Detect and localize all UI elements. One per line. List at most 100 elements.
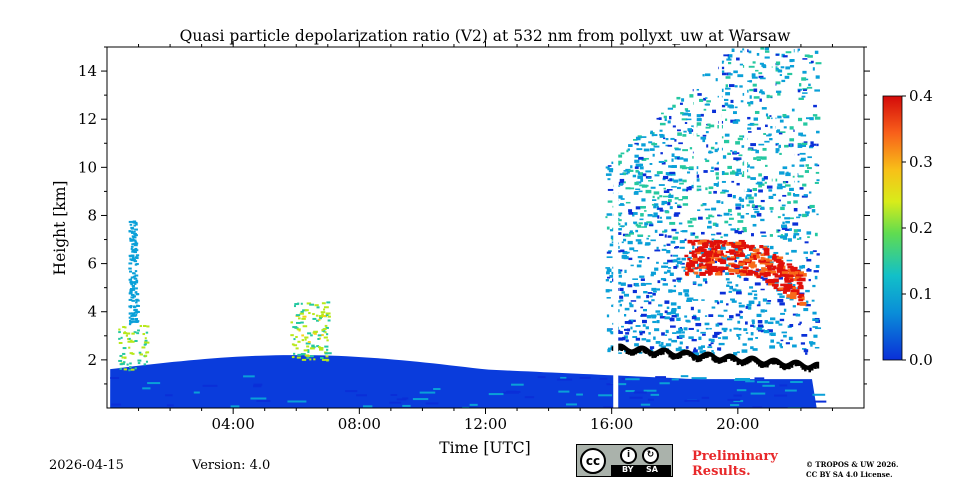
cloud-cell [746, 204, 750, 207]
cloud-cell [629, 319, 634, 323]
cloud-cell [784, 217, 791, 220]
morning-cell [290, 334, 294, 337]
cloud-cell [815, 75, 820, 79]
cloud-cell [635, 325, 641, 327]
plume-cell [134, 221, 138, 224]
dust-cell [727, 257, 734, 261]
cloud-cell [780, 185, 786, 188]
cloud-cell [606, 276, 611, 279]
plume-cell [132, 242, 136, 245]
morning-cell [293, 344, 298, 347]
cloud-cell [735, 203, 742, 207]
cloud-gap [693, 47, 697, 192]
dust-cell [696, 251, 701, 255]
cloud-cell [812, 284, 816, 288]
cloud-cell [742, 343, 747, 346]
cloud-cell [621, 291, 625, 294]
dust-cell [771, 279, 775, 284]
cloud-cell [681, 118, 688, 121]
dust-cell [764, 251, 770, 256]
cloud-cell [695, 114, 701, 118]
cloud-cell [802, 183, 807, 187]
cloud-cell [721, 189, 727, 192]
cloud-cell [680, 112, 684, 115]
cloud-cell [737, 320, 741, 324]
cloud-cell [670, 240, 676, 244]
cloud-cell [660, 277, 666, 281]
cloud-cell [724, 133, 730, 137]
cloud-cell [785, 51, 792, 54]
morning-cell [298, 317, 301, 320]
cloud-cell [752, 123, 759, 126]
plume-cell [134, 318, 138, 321]
cloud-cell [644, 210, 647, 212]
cloud-cell [662, 283, 668, 286]
cloud-cell [796, 216, 801, 219]
cloud-cell [610, 332, 615, 335]
cloud-cell [735, 206, 741, 210]
cloud-cell [682, 166, 688, 170]
dust-cell [700, 248, 707, 253]
cloud-cell [624, 234, 631, 237]
cloud-cell [805, 300, 809, 304]
cloud-cell [658, 344, 663, 347]
cloud-cell [642, 308, 647, 312]
cloud-cell [719, 291, 726, 295]
cloud-cell [712, 334, 718, 338]
plume-cell [131, 255, 135, 258]
cloud-cell [779, 343, 783, 347]
cloud-cell [782, 213, 785, 217]
dust-cell [742, 270, 748, 274]
morning-cell [323, 327, 327, 330]
cloud-cell [698, 268, 702, 272]
cloud-cell [703, 350, 706, 353]
dust-cell [796, 292, 800, 295]
bl-cell [655, 376, 666, 379]
cloud-cell [736, 172, 742, 175]
morning-cell [325, 314, 329, 317]
dust-cell [740, 241, 747, 245]
cloud-cell [800, 342, 806, 345]
dust-cell [694, 271, 699, 275]
plume-cell [128, 278, 132, 281]
cloud-cell [737, 220, 744, 223]
cloud-cell [721, 269, 725, 273]
cloud-cell [676, 330, 682, 334]
plume-cell [129, 288, 134, 291]
plume-cell [133, 244, 138, 247]
dust-cell [786, 263, 793, 266]
dust-cell [711, 268, 719, 273]
cloud-cell [661, 248, 667, 251]
dust-cell [759, 270, 766, 274]
cloud-cell [607, 289, 613, 292]
plume-cell [132, 259, 136, 262]
dust-cell [723, 242, 729, 245]
bl-cell [253, 383, 263, 386]
cloud-cell [723, 329, 727, 333]
bl-cell [402, 404, 411, 407]
cloud-cell [729, 315, 734, 319]
morning-cell [321, 329, 324, 332]
dust-cell [744, 266, 749, 270]
cloud-cell [764, 320, 768, 324]
cloud-cell [626, 149, 629, 153]
cloud-cell [630, 165, 633, 169]
cloud-cell [690, 217, 696, 220]
cloud-cell [745, 101, 751, 104]
cloud-cell [702, 278, 707, 282]
cloud-cell [723, 172, 729, 176]
cloud-cell [659, 216, 662, 219]
cloud-cell [778, 144, 782, 148]
cloud-cell [748, 200, 754, 204]
plume-cell [132, 287, 136, 290]
cloud-cell [609, 331, 616, 333]
cloud-cell [811, 143, 817, 146]
cloud-cell [689, 166, 695, 169]
colorbar-tick-label: 0.1 [909, 285, 933, 303]
cloud-gap [794, 47, 798, 192]
cloud-cell [796, 142, 802, 147]
cloud-cell [618, 223, 621, 225]
cloud-cell [700, 250, 706, 255]
plume-cell [135, 263, 139, 266]
cloud-cell [649, 163, 653, 165]
